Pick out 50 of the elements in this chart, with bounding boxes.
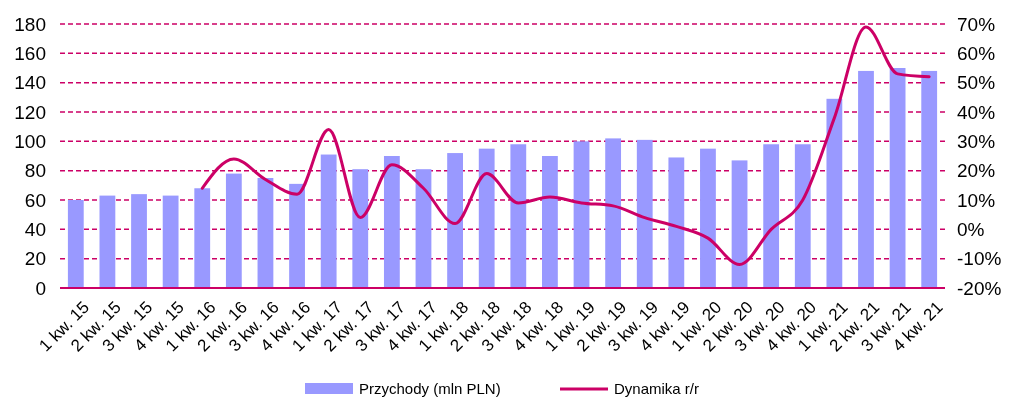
bar (731, 160, 748, 288)
y-tick-label: 40 (24, 218, 46, 240)
y2-tick-label: -10% (957, 248, 1002, 270)
bar (320, 154, 337, 288)
y-tick-label: 80 (24, 160, 46, 182)
bar (415, 169, 432, 288)
bar (225, 173, 242, 288)
bar (67, 200, 84, 288)
bar (668, 157, 685, 288)
bar (194, 188, 211, 288)
bar (921, 70, 938, 288)
y-tick-label: 100 (14, 130, 46, 152)
bar (131, 194, 147, 288)
y2-tick-label: 30% (957, 130, 996, 152)
bar (636, 139, 653, 288)
y2-tick-label: 40% (957, 101, 996, 123)
bar (573, 141, 590, 288)
y-tick-label: 140 (14, 72, 46, 94)
bar (889, 68, 906, 288)
bar (510, 144, 527, 288)
bar (257, 178, 274, 288)
bar (99, 195, 116, 288)
bar (763, 144, 780, 288)
y-tick-label: 120 (14, 101, 46, 123)
legend-label: Przychody (mln PLN) (359, 380, 501, 398)
bar (447, 153, 463, 288)
y2-tick-label: 60% (957, 42, 996, 64)
bar (542, 156, 558, 288)
y-tick-label: 0 (35, 277, 46, 299)
y2-tick-label: 50% (957, 72, 996, 94)
y-tick-label: 60 (24, 189, 46, 211)
y2-tick-label: 20% (957, 160, 996, 182)
bar (352, 169, 369, 288)
legend-label: Dynamika r/r (614, 380, 700, 398)
y2-tick-label: -20% (957, 277, 1002, 299)
bar (162, 195, 179, 288)
y-tick-label: 160 (14, 42, 46, 64)
bar (289, 183, 305, 288)
bar (858, 70, 874, 288)
y-tick-label: 180 (14, 13, 46, 35)
bar (700, 148, 716, 288)
bar (383, 156, 400, 288)
bar (794, 144, 811, 288)
bar (605, 138, 622, 288)
y-tick-label: 20 (24, 248, 46, 270)
y2-tick-label: 10% (957, 189, 996, 211)
bar (826, 98, 843, 288)
y2-tick-label: 70% (957, 13, 996, 35)
bar (478, 148, 495, 288)
y2-tick-label: 0% (957, 218, 985, 240)
